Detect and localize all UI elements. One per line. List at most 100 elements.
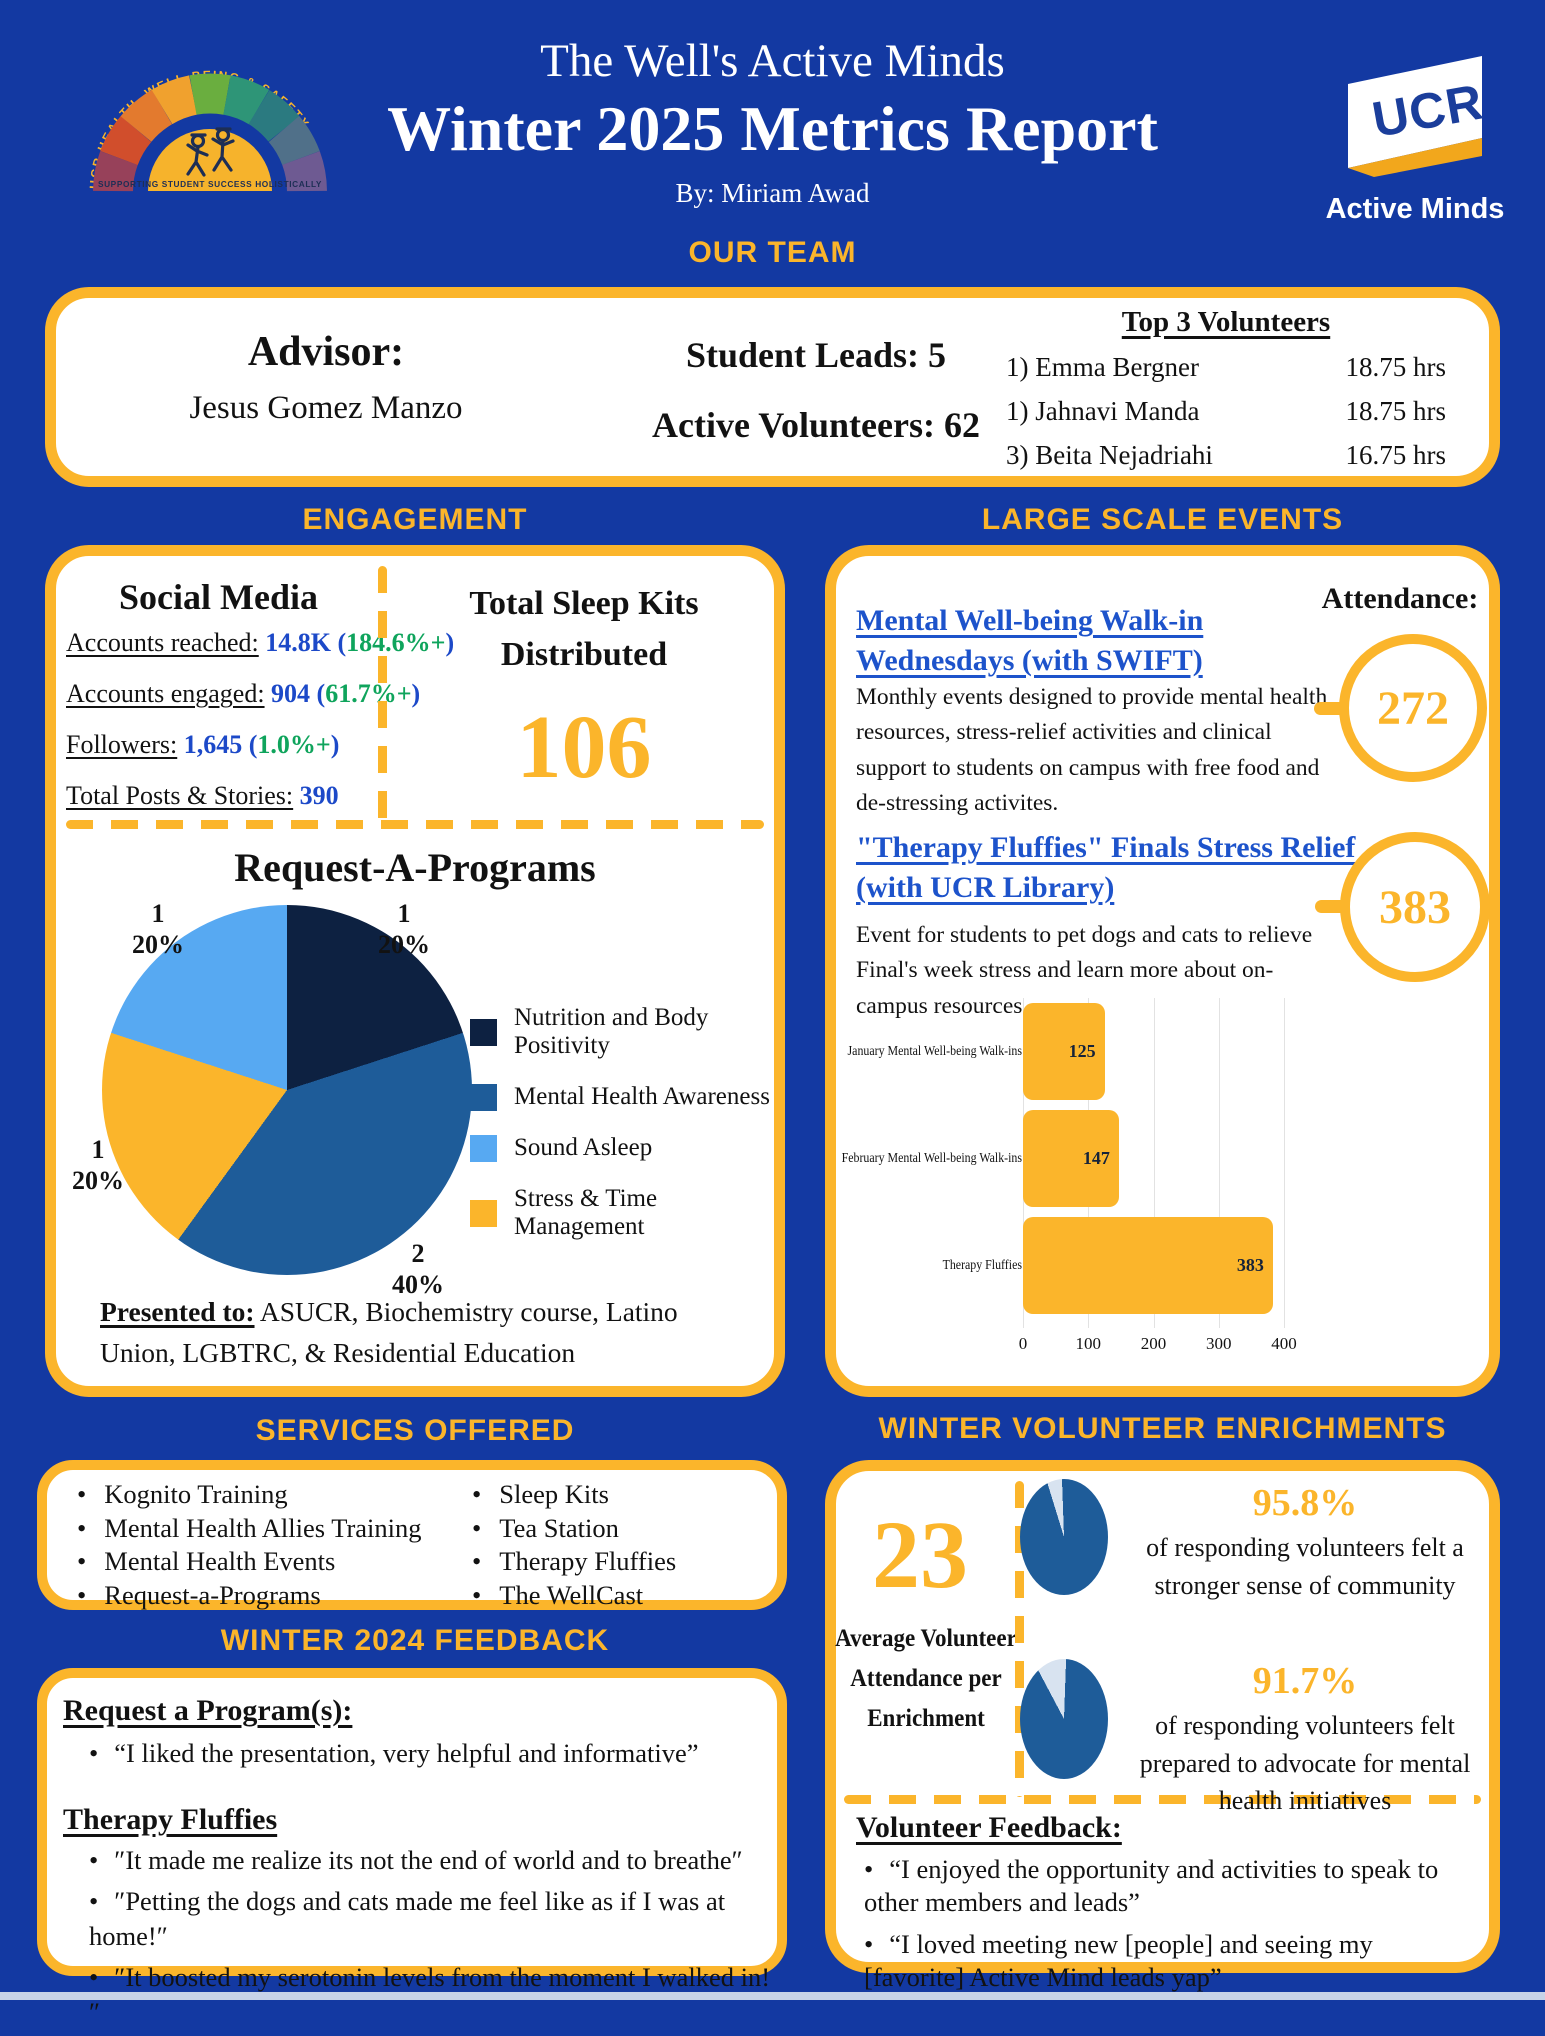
volunteer-rank: 1): [1006, 352, 1029, 382]
volunteer-feedback-title: Volunteer Feedback:: [856, 1811, 1122, 1844]
section-large-scale-events: LARGE SCALE EVENTS: [981, 503, 1344, 536]
bar-category-label: Therapy Fluffies: [942, 1257, 1022, 1273]
service-item: Kognito Training: [77, 1478, 422, 1512]
bar-category-label: February Mental Well-being Walk-ins: [841, 1150, 1022, 1166]
sleep-kits-title-line1: Total Sleep Kits: [469, 585, 699, 622]
volunteer-row: 1) Emma Bergner 18.75 hrs: [1006, 352, 1446, 383]
x-tick: 200: [1140, 1334, 1167, 1353]
bottom-strip: [0, 1992, 1545, 2000]
bar-value: 383: [1236, 1255, 1264, 1275]
bar-value: 125: [1068, 1041, 1096, 1061]
advocacy-stat: 91.7% of responding volunteers felt prep…: [1121, 1659, 1489, 1820]
bar: 147: [1023, 1110, 1119, 1207]
sleep-kits-value: 106: [516, 698, 652, 797]
section-volunteer-enrichments: WINTER VOLUNTEER ENRICHMENTS: [878, 1412, 1447, 1445]
community-percent: 95.8%: [1252, 1482, 1358, 1524]
section-services-offered: SERVICES OFFERED: [255, 1414, 575, 1447]
stat-value: 1,645: [183, 730, 243, 759]
pie-legend: Nutrition and Body Positivity Mental Hea…: [470, 1004, 774, 1264]
x-tick: 300: [1206, 1334, 1232, 1353]
sun-semicircle: [148, 129, 272, 191]
advocacy-pie: [1020, 1659, 1108, 1779]
legend-row: Mental Health Awareness: [470, 1083, 774, 1111]
volunteer-rank: 1): [1006, 396, 1029, 426]
service-item: The WellCast: [472, 1579, 676, 1613]
byline: By: Miriam Awad: [675, 178, 870, 208]
advocacy-caption: of responding volunteers felt prepared t…: [1139, 1711, 1471, 1816]
ucr-health-wellbeing-safety-logo: UCR HEALTH, WELL-BEING & SAFETY SUPPORTI…: [87, 68, 327, 192]
volunteer-quote: “I loved meeting new [people] and seeing…: [864, 1928, 1479, 1994]
service-item: Mental Health Allies Training: [77, 1512, 421, 1546]
service-item: Tea Station: [472, 1512, 676, 1546]
legend-label: Stress & Time Management: [514, 1185, 658, 1240]
x-tick: 100: [1075, 1334, 1102, 1353]
leads-block: Student Leads: 5 Active Volunteers: 62: [536, 334, 1096, 446]
x-tick: 0: [1018, 1334, 1028, 1353]
flag-shape: [1348, 56, 1482, 168]
request-a-programs-title: Request-A-Programs: [234, 845, 596, 890]
divider: [66, 820, 764, 829]
stat-change: 184.6%+: [337, 628, 454, 657]
presented-to-label: Presented to:: [100, 1296, 255, 1327]
top-volunteers-block: Top 3 Volunteers 1) Emma Bergner 18.75 h…: [1006, 306, 1446, 471]
volunteer-rank: 3): [1006, 440, 1029, 470]
service-item: Request-a-Programs: [77, 1579, 422, 1613]
feedback-group1-title: Request a Program(s):: [63, 1694, 353, 1727]
bar-category-label: January Mental Well-being Walk-ins: [847, 1043, 1022, 1059]
section-winter-feedback: WINTER 2024 FEEDBACK: [220, 1624, 610, 1657]
average-attendance-value: 23: [872, 1501, 968, 1608]
community-caption: of responding volunteers felt a stronger…: [1146, 1533, 1464, 1600]
stat-value: 14.8K: [265, 628, 331, 657]
dancing-figures-icon: [186, 127, 235, 177]
enrichments-card: 23 Average Volunteer Attendance per Enri…: [825, 1460, 1500, 1992]
event1-link[interactable]: Mental Well-being Walk-in Wednesdays (wi…: [856, 604, 1204, 677]
event2-attendance-value: 383: [1379, 880, 1451, 934]
feedback-quote: ″Petting the dogs and cats made me feel …: [89, 1884, 779, 1953]
stat-change: 1.0%+: [249, 730, 340, 759]
engagement-card: Social Media Accounts reached: 14.8K 184…: [45, 545, 785, 1397]
flag-accent: [1348, 138, 1482, 177]
feedback-group2-title: Therapy Fluffies: [63, 1803, 278, 1836]
feedback-quote: ″It made me realize its not the end of w…: [89, 1843, 779, 1877]
community-stat: 95.8% of responding volunteers felt a st…: [1121, 1481, 1489, 1604]
services-card: Kognito Training Mental Health Allies Tr…: [37, 1460, 787, 1610]
volunteer-name: Jahnavi Manda: [1035, 396, 1200, 426]
advocacy-percent: 91.7%: [1252, 1660, 1358, 1702]
stat-value: 390: [299, 781, 339, 810]
event1-attendance-value: 272: [1377, 681, 1449, 735]
arc-caption: SUPPORTING STUDENT SUCCESS HOLISTICALLY: [98, 179, 322, 189]
attendance-label: Attendance:: [1321, 582, 1479, 615]
winter-feedback-card: Request a Program(s): “I liked the prese…: [37, 1668, 787, 2027]
legend-swatch: [470, 1018, 497, 1046]
report-title-block: The Well's Active Minds Winter 2025 Metr…: [0, 34, 1545, 209]
legend-row: Stress & Time Management: [470, 1185, 774, 1241]
event2-description: Event for students to pet dogs and cats …: [856, 922, 1313, 1019]
feedback-quote: ″It boosted my serotonin levels from the…: [89, 1960, 779, 2029]
event2-link[interactable]: "Therapy Fluffies" Finals Stress Relief …: [856, 831, 1356, 904]
page-title-line1: The Well's Active Minds: [540, 35, 1005, 87]
divider: [1015, 1481, 1024, 1797]
stat-row: Total Posts & Stories: 390: [66, 781, 386, 811]
stat-value: 904: [271, 679, 311, 708]
event2-attendance-circle: 383: [1340, 832, 1490, 982]
feedback-group2-quotes: ″It made me realize its not the end of w…: [89, 1843, 779, 2036]
volunteer-feedback-quotes: “I enjoyed the opportunity and activitie…: [864, 1853, 1479, 2004]
bar: 125: [1023, 1003, 1105, 1100]
volunteer-hours: 16.75 hrs: [1345, 440, 1447, 470]
volunteer-hours: 18.75 hrs: [1345, 352, 1447, 382]
student-leads: Student Leads: 5: [685, 335, 947, 375]
service-item: Therapy Fluffies: [472, 1545, 676, 1579]
arc-segments: [93, 73, 327, 192]
presented-to-text: ASUCR, Biochemistry course, Latino Union…: [100, 1296, 678, 1369]
page-title-line2: Winter 2025 Metrics Report: [387, 93, 1158, 164]
section-our-team: OUR TEAM: [688, 236, 857, 269]
volunteer-name: Beita Nejadriahi: [1035, 440, 1213, 470]
divider: [378, 566, 387, 824]
legend-label: Sound Asleep: [514, 1134, 653, 1161]
community-pie: [1020, 1479, 1108, 1595]
x-tick: 400: [1271, 1334, 1297, 1353]
legend-swatch: [470, 1134, 497, 1162]
team-card: Advisor: Jesus Gomez Manzo Student Leads…: [45, 287, 1500, 487]
social-media-stats: Accounts reached: 14.8K 184.6%+ Accounts…: [66, 628, 454, 832]
